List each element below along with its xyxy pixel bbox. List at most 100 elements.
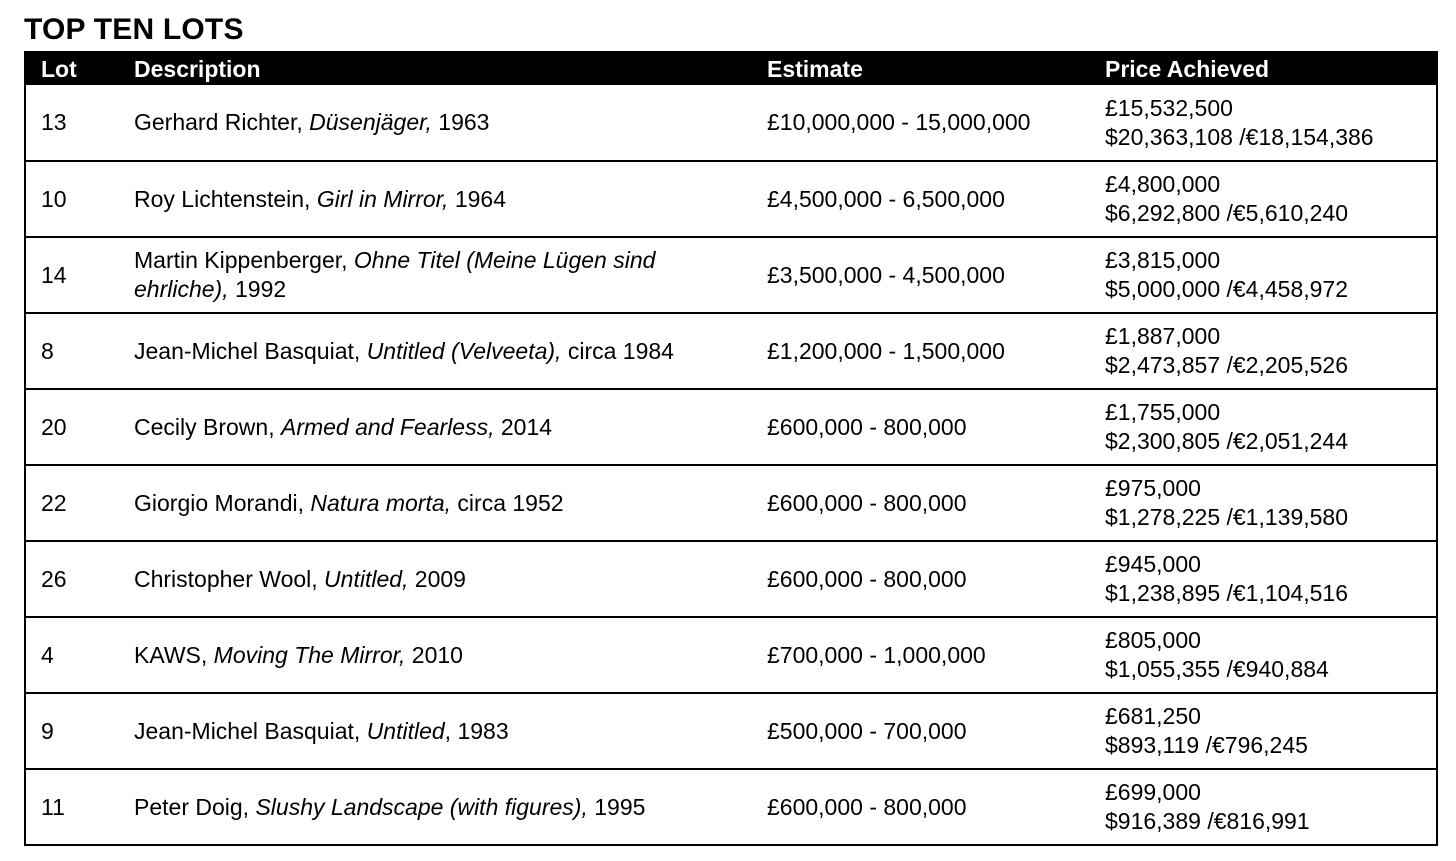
artwork-title: Düsenjäger, (309, 109, 432, 135)
price-usd-eur: $1,055,355 /€940,884 (1105, 656, 1329, 682)
artwork-title: Girl in Mirror, (316, 185, 449, 212)
table-row: 8 Jean-Michel Basquiat, Untitled (Velvee… (25, 313, 1437, 389)
column-header-estimate: Estimate (767, 56, 863, 82)
table-row: 4 KAWS, Moving The Mirror, 2010 £700,000… (25, 617, 1437, 693)
lot-description: Giorgio Morandi, Natura morta, circa 195… (118, 465, 751, 541)
price-gbp: £4,800,000 (1105, 171, 1221, 197)
price-achieved: £1,755,000 $2,300,805 /€2,051,244 (1089, 389, 1437, 465)
lot-description: Peter Doig, Slushy Landscape (with figur… (118, 769, 751, 845)
price-gbp: £15,532,500 (1105, 94, 1233, 121)
lot-estimate: £10,000,000 - 15,000,000 (767, 109, 1031, 135)
price-usd-eur: $2,300,805 /€2,051,244 (1105, 428, 1349, 454)
price-gbp: £1,887,000 (1105, 323, 1221, 349)
price-usd-eur: $6,292,800 /€5,610,240 (1105, 200, 1349, 226)
artwork-title: Natura morta, (310, 489, 452, 516)
lot-estimate: £700,000 - 1,000,000 (767, 641, 986, 668)
lot-estimate: £600,000 - 800,000 (767, 413, 967, 440)
lot-number: 20 (41, 413, 67, 440)
artwork-year: 2009 (408, 565, 466, 592)
artwork-title: Armed and Fearless, (280, 413, 495, 440)
price-usd-eur: $2,473,857 /€2,205,526 (1105, 352, 1349, 378)
lot-estimate: £600,000 - 800,000 (767, 489, 967, 516)
artist-name: Christopher Wool, (134, 565, 325, 592)
artist-name: Gerhard Richter, (134, 109, 310, 135)
lot-number: 26 (41, 565, 67, 592)
lot-description: Christopher Wool, Untitled, 2009 (118, 541, 751, 617)
price-gbp: £1,755,000 (1105, 399, 1221, 425)
lot-description: Jean-Michel Basquiat, Untitled (Velveeta… (118, 313, 751, 389)
artwork-year: 2014 (494, 413, 553, 440)
artwork-title: Slushy Landscape (with figures), (255, 793, 588, 820)
price-achieved: £681,250 $893,119 /€796,245 (1089, 693, 1437, 769)
artwork-year: 1992 (228, 276, 287, 302)
table-row: 10 Roy Lichtenstein, Girl in Mirror, 196… (25, 161, 1437, 237)
table-row: 20 Cecily Brown, Armed and Fearless, 201… (25, 389, 1437, 465)
lot-description: KAWS, Moving The Mirror, 2010 (118, 617, 751, 693)
lot-estimate: £4,500,000 - 6,500,000 (767, 185, 1005, 212)
lot-number: 11 (41, 793, 65, 820)
lot-description: Cecily Brown, Armed and Fearless, 2014 (118, 389, 751, 465)
artwork-year: 1995 (587, 793, 646, 820)
lot-description: Martin Kippenberger, Ohne Titel (Meine L… (118, 237, 751, 313)
column-header-price-achieved: Price Achieved (1105, 56, 1270, 82)
price-achieved: £4,800,000 $6,292,800 /€5,610,240 (1089, 161, 1437, 237)
price-gbp: £681,250 (1105, 703, 1201, 729)
artwork-year: 2010 (405, 641, 463, 668)
lot-number: 14 (41, 261, 67, 288)
page-title: TOP TEN LOTS (24, 13, 244, 46)
price-achieved: £805,000 $1,055,355 /€940,884 (1089, 617, 1437, 693)
lot-description: Roy Lichtenstein, Girl in Mirror, 1964 (118, 161, 751, 237)
lot-number: 10 (41, 185, 67, 212)
price-achieved: £975,000 $1,278,225 /€1,139,580 (1089, 465, 1437, 541)
lot-estimate: £500,000 - 700,000 (767, 717, 967, 744)
artist-name: Cecily Brown, (134, 413, 281, 440)
table-row: 14 Martin Kippenberger, Ohne Titel (Mein… (25, 237, 1437, 313)
price-usd-eur: $5,000,000 /€4,458,972 (1105, 276, 1349, 302)
top-lots-table: Lot Description Estimate Price Achieved … (24, 51, 1438, 846)
lot-description: Gerhard Richter, Düsenjäger, 1963 (118, 85, 751, 161)
artwork-title: Untitled (Velveeta), (366, 337, 562, 364)
lot-estimate: £600,000 - 800,000 (767, 793, 967, 820)
price-gbp: £975,000 (1105, 475, 1201, 501)
lot-estimate: £1,200,000 - 1,500,000 (767, 337, 1005, 364)
table-row: 26 Christopher Wool, Untitled, 2009 £600… (25, 541, 1437, 617)
artist-name: Martin Kippenberger, (134, 247, 354, 273)
artwork-title: Ohne Titel (Meine Lügen sind ehrliche), (134, 247, 656, 302)
column-header-lot: Lot (41, 56, 77, 82)
price-achieved: £699,000 $916,389 /€816,991 (1089, 769, 1437, 845)
price-usd-eur: $20,363,108 /€18,154,386 (1105, 123, 1374, 150)
lot-estimate: £600,000 - 800,000 (767, 565, 967, 592)
artwork-title: Moving The Mirror, (213, 641, 406, 668)
artwork-year: 1964 (448, 185, 507, 212)
price-usd-eur: $1,238,895 /€1,104,516 (1105, 580, 1349, 606)
price-gbp: £805,000 (1105, 627, 1201, 653)
price-usd-eur: $916,389 /€816,991 (1105, 808, 1310, 834)
price-usd-eur: $1,278,225 /€1,139,580 (1105, 504, 1349, 530)
artist-name: Giorgio Morandi, (134, 489, 311, 516)
lot-estimate: £3,500,000 - 4,500,000 (767, 261, 1005, 288)
column-header-description: Description (134, 56, 261, 82)
artist-name: Roy Lichtenstein, (134, 185, 317, 212)
artwork-year: , 1983 (444, 717, 509, 744)
lot-description: Jean-Michel Basquiat, Untitled, 1983 (118, 693, 751, 769)
lot-number: 22 (41, 489, 67, 516)
artwork-year: circa 1984 (561, 337, 674, 364)
table-row: 22 Giorgio Morandi, Natura morta, circa … (25, 465, 1437, 541)
table-header-row: Lot Description Estimate Price Achieved (25, 52, 1437, 85)
price-gbp: £699,000 (1105, 779, 1201, 805)
artist-name: Peter Doig, (134, 793, 256, 820)
price-achieved: £3,815,000 $5,000,000 /€4,458,972 (1089, 237, 1437, 313)
table-row: 11 Peter Doig, Slushy Landscape (with fi… (25, 769, 1437, 845)
artist-name: Jean-Michel Basquiat, (134, 337, 367, 364)
artwork-year: 1963 (431, 109, 490, 135)
price-achieved: £945,000 $1,238,895 /€1,104,516 (1089, 541, 1437, 617)
price-usd-eur: $893,119 /€796,245 (1105, 732, 1308, 758)
lot-number: 13 (41, 109, 67, 135)
lot-number: 9 (41, 717, 54, 744)
artist-name: Jean-Michel Basquiat, (134, 717, 367, 744)
price-gbp: £945,000 (1105, 551, 1201, 577)
artist-name: KAWS, (134, 641, 214, 668)
price-gbp: £3,815,000 (1105, 247, 1221, 273)
artwork-title: Untitled (366, 717, 445, 744)
artwork-title: Untitled, (324, 565, 409, 592)
